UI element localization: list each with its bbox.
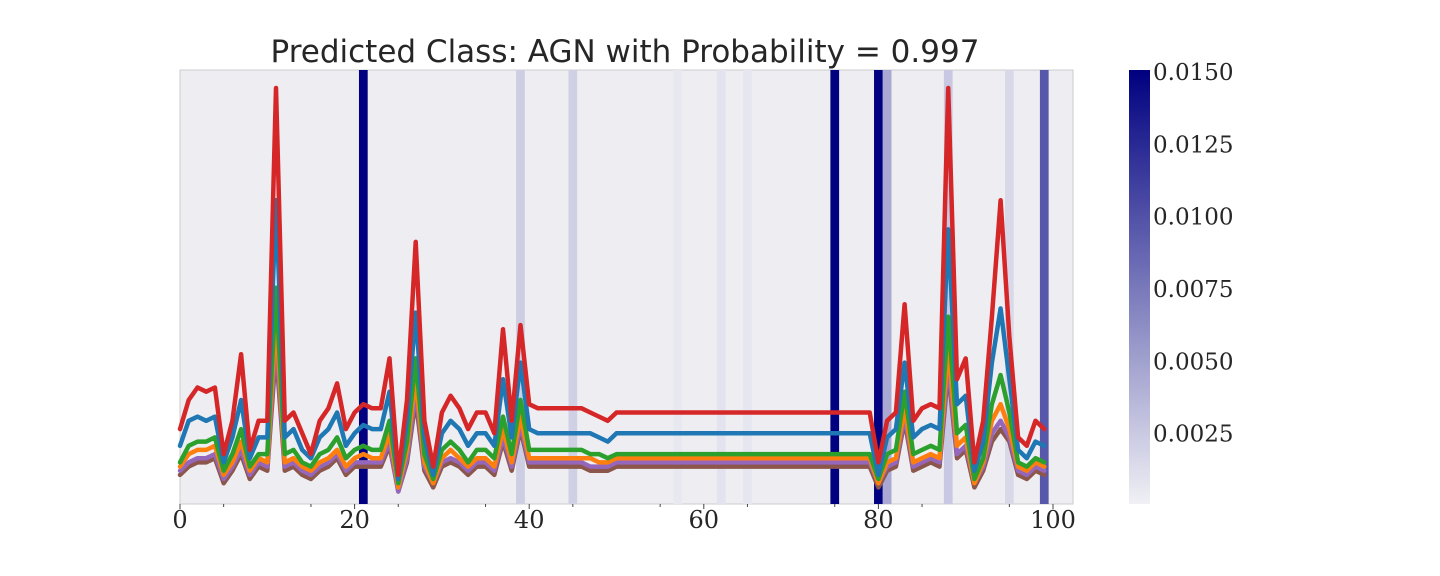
- series-line: [177, 285, 1047, 486]
- colorbar-tick-label: 0.0050: [1153, 349, 1233, 375]
- attention-band: [743, 70, 752, 504]
- attention-band: [358, 70, 368, 504]
- series-lines: [177, 85, 1047, 494]
- x-tick-label: 40: [514, 506, 545, 534]
- x-tick-label: 20: [339, 506, 370, 534]
- colorbar: [1129, 70, 1150, 504]
- colorbar-tick-label: 0.0100: [1153, 205, 1233, 231]
- attention-band: [516, 70, 525, 504]
- colorbar-tick-label: 0.0075: [1153, 277, 1233, 303]
- x-tick-label: 100: [1030, 506, 1076, 534]
- attention-band: [943, 70, 953, 504]
- colorbar-tick-label: 0.0025: [1153, 422, 1233, 448]
- x-tick-label: 60: [689, 506, 720, 534]
- attention-bands: [358, 70, 1049, 504]
- attention-band: [830, 70, 840, 504]
- colorbar-tick-label: 0.0125: [1153, 132, 1233, 158]
- series-line: [177, 85, 1047, 478]
- attention-band: [874, 70, 883, 504]
- attention-band: [568, 70, 578, 504]
- x-tick-label: 80: [863, 506, 894, 534]
- attention-band: [716, 70, 726, 504]
- x-axis: 0 20 40 60 80 100: [172, 504, 1076, 534]
- attention-band: [1004, 70, 1014, 504]
- attention-band: [673, 70, 682, 504]
- series-line: [177, 198, 1047, 482]
- attention-band: [1039, 70, 1049, 504]
- x-tick-label: 0: [172, 506, 187, 534]
- colorbar-tick-labels: 0.0025 0.0050 0.0075 0.0100 0.0125 0.0150: [1153, 60, 1233, 448]
- colorbar-tick-label: 0.0150: [1153, 60, 1233, 86]
- chart-title: Predicted Class: AGN with Probability = …: [271, 34, 980, 70]
- attention-band: [882, 70, 892, 504]
